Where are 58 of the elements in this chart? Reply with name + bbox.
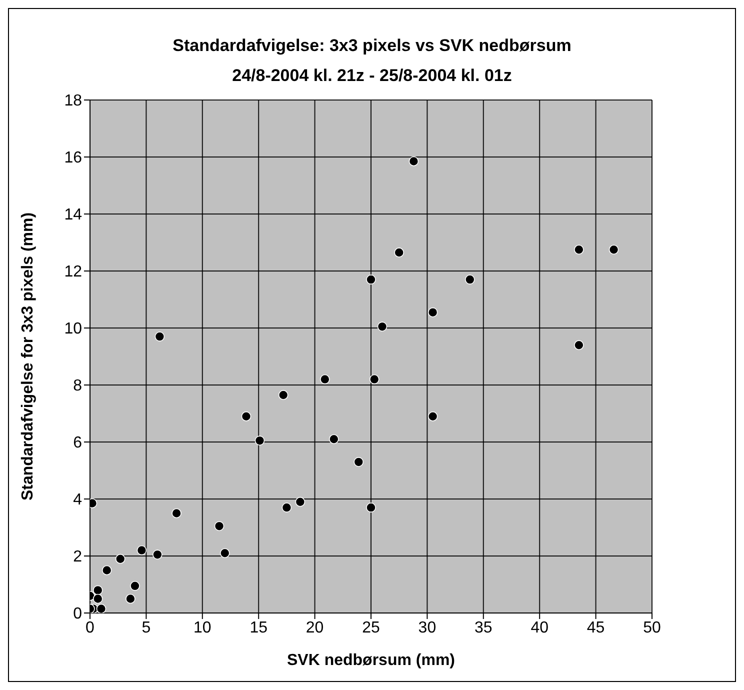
point [92, 594, 103, 604]
point [394, 248, 404, 258]
point [278, 390, 288, 400]
x-tick-label: 40 [530, 619, 549, 636]
x-tick-label: 50 [643, 619, 661, 636]
x-tick-label: 20 [306, 619, 324, 636]
point [408, 156, 419, 166]
x-tick-label: 5 [142, 619, 151, 636]
x-axis-title: SVK nedbørsum (mm) [286, 652, 456, 669]
point [428, 307, 438, 318]
point [152, 550, 162, 560]
chart-subtitle: 24/8-2004 kl. 21z - 25/8-2004 kl. 01z [231, 65, 513, 87]
x-tick-label: 30 [418, 619, 436, 636]
point [96, 604, 106, 613]
point [254, 436, 265, 446]
point [320, 374, 330, 384]
point [465, 274, 475, 284]
point [214, 521, 224, 531]
point [172, 508, 182, 518]
y-tick-label: 12 [64, 264, 82, 281]
point [366, 274, 376, 284]
point [154, 332, 165, 342]
point [377, 322, 388, 332]
point [428, 411, 438, 422]
point [366, 502, 376, 512]
x-tick-label: 35 [474, 619, 492, 636]
point [574, 244, 584, 255]
y-tick-label: 6 [73, 434, 82, 452]
y-axis-title: Standardafvigelse for 3x3 pixels (mm) [20, 212, 37, 501]
y-tick-label: 4 [73, 492, 82, 509]
point [115, 554, 126, 564]
point [282, 502, 292, 512]
point [92, 585, 103, 596]
point [574, 340, 584, 350]
point [295, 496, 306, 507]
y-tick-label: 16 [64, 150, 82, 167]
x-tick-label: 45 [586, 619, 605, 636]
point [130, 581, 140, 591]
y-tick-label: 18 [64, 92, 82, 110]
y-tick-label: 10 [64, 320, 82, 338]
x-tick-label: 15 [250, 619, 268, 636]
y-tick-label: 14 [64, 206, 82, 224]
x-tick-label: 10 [194, 619, 212, 636]
point [136, 545, 147, 556]
point [126, 594, 136, 604]
point [608, 244, 619, 255]
point [241, 411, 252, 422]
point [354, 457, 364, 467]
x-tick-label: 0 [86, 619, 95, 636]
y-tick-label: 0 [73, 606, 82, 623]
point [102, 565, 112, 576]
x-tick-label: 25 [362, 619, 380, 636]
point [369, 374, 380, 384]
y-tick-label: 2 [73, 548, 82, 566]
y-tick-label: 8 [73, 378, 82, 395]
chart-title: Standardafvigelse: 3x3 pixels vs SVK nedbørsum [172, 35, 572, 57]
point [328, 434, 339, 444]
point [220, 548, 230, 558]
